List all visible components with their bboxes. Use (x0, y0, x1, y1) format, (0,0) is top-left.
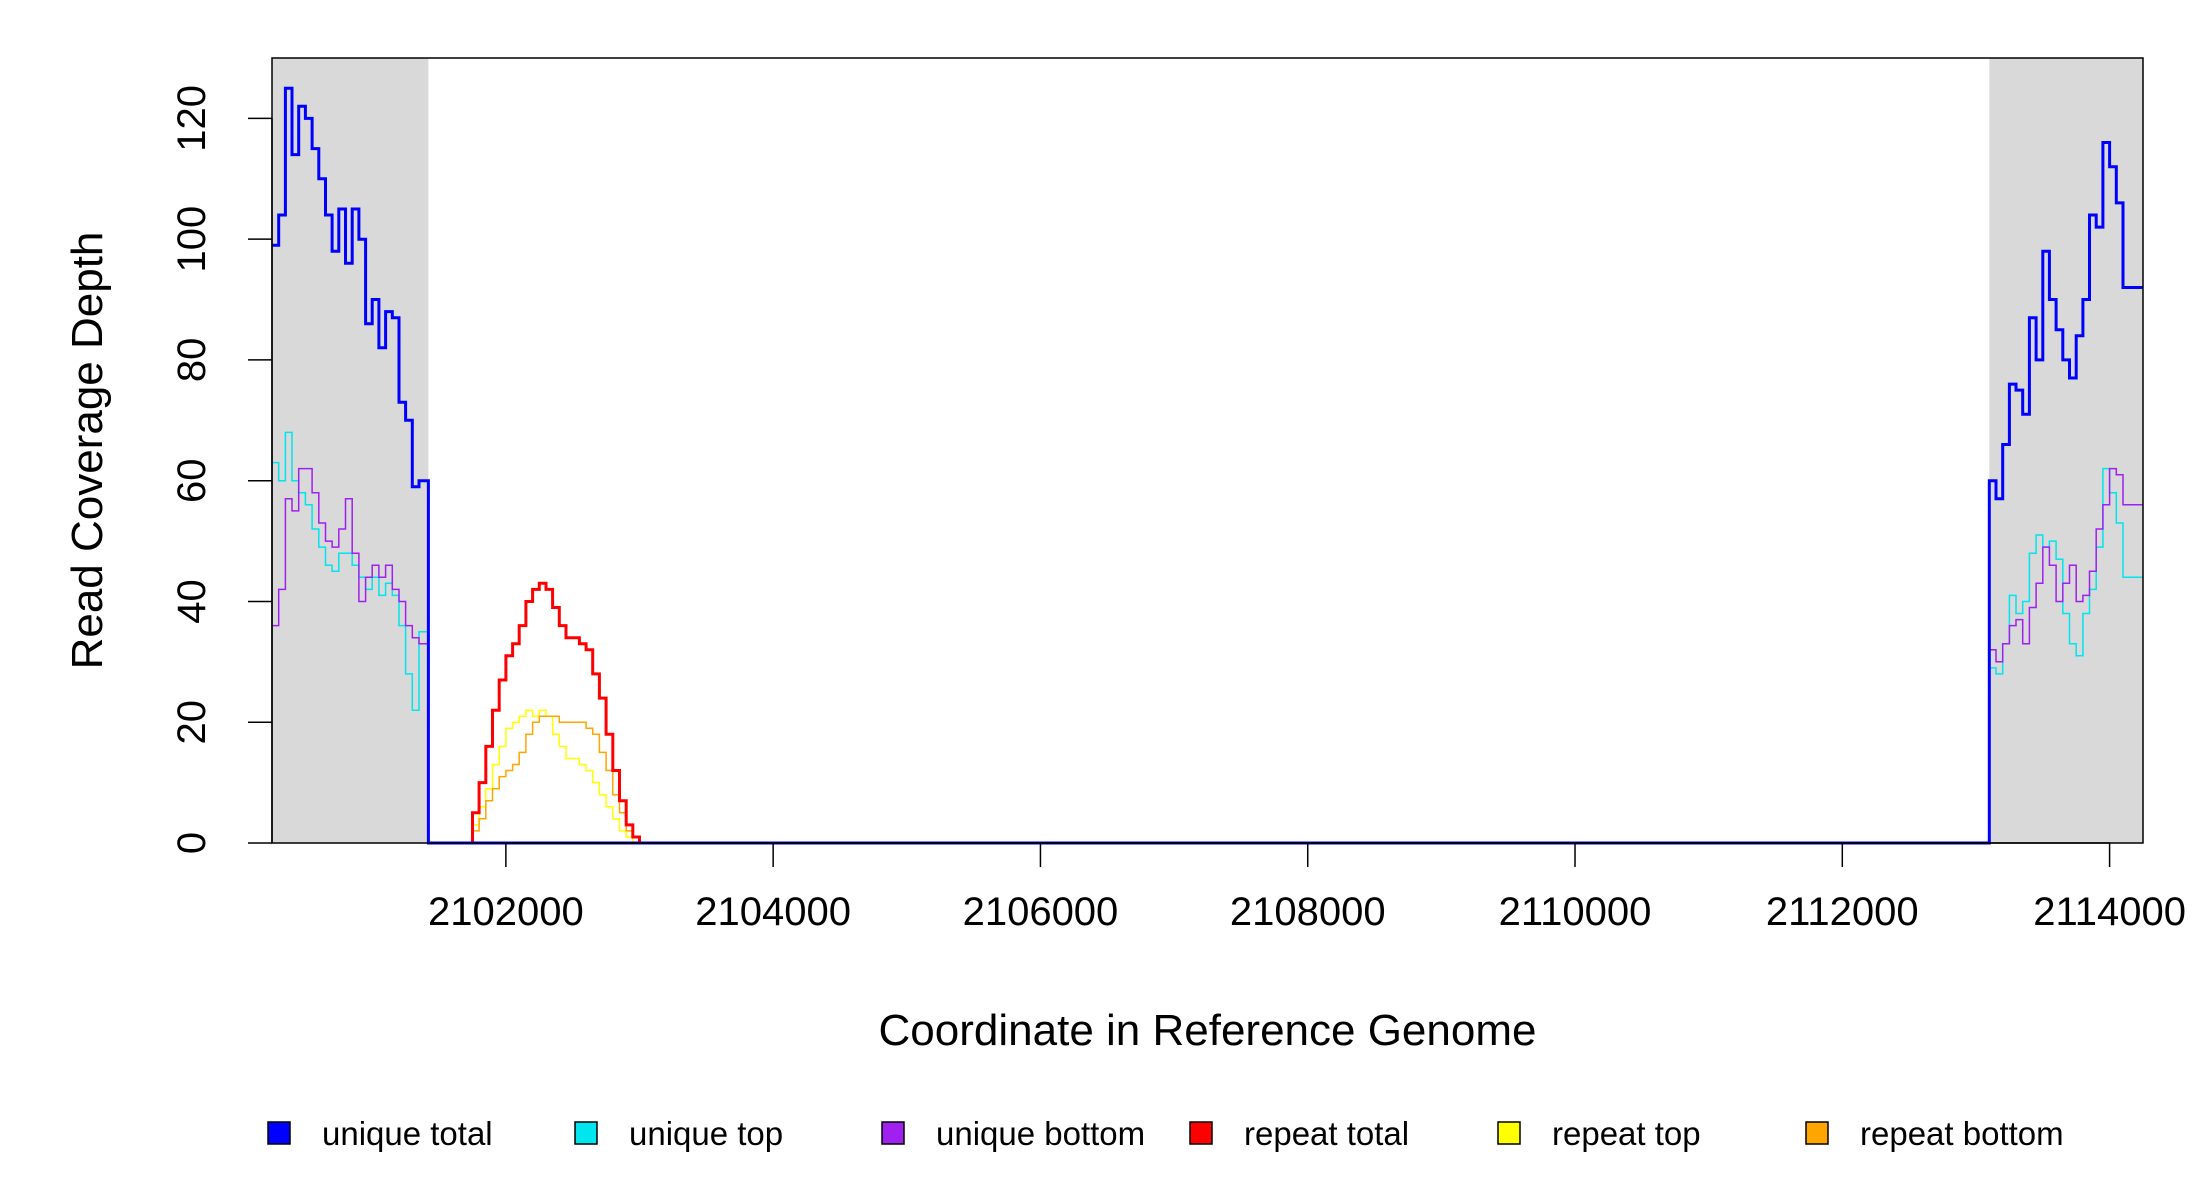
x-tick-label: 2104000 (695, 890, 851, 934)
series-line-repeat-total (428, 581, 1987, 845)
y-tick-label: 80 (170, 338, 214, 383)
series-line-unique-top (272, 431, 2143, 844)
y-tick-label: 0 (170, 832, 214, 854)
legend-swatch-unique-bottom (881, 1121, 905, 1145)
legend-swatch-repeat-bottom (1805, 1121, 1829, 1145)
series-line-repeat-bottom (428, 715, 1987, 844)
x-tick-label: 2108000 (1230, 890, 1386, 934)
y-tick-label: 60 (170, 458, 214, 503)
legend-swatch-unique-total (267, 1121, 291, 1145)
x-tick-label: 2102000 (428, 890, 584, 934)
series-line-unique-bottom (272, 467, 2143, 844)
x-tick-label: 2112000 (1766, 890, 1919, 934)
x-tick-label: 2114000 (2033, 890, 2186, 934)
shaded-region-1 (1989, 58, 2143, 843)
legend-label-unique-top: unique top (629, 1115, 783, 1152)
legend-swatch-unique-top (574, 1121, 598, 1145)
y-tick-label: 40 (170, 579, 214, 624)
series-lines (272, 86, 2143, 845)
legend: unique total unique top unique bottom repea… (267, 1115, 2064, 1152)
legend-label-unique-total: unique total (322, 1115, 493, 1152)
legend-label-repeat-total: repeat total (1244, 1115, 1409, 1152)
legend-label-repeat-top: repeat top (1552, 1115, 1701, 1152)
x-axis: 2102000 2104000 2106000 2108000 2110000 21120… (428, 842, 2186, 934)
legend-swatch-repeat-top (1497, 1121, 1521, 1145)
y-tick-label: 20 (170, 700, 214, 745)
legend-label-unique-bottom: unique bottom (936, 1115, 1145, 1152)
y-tick-label: 120 (170, 85, 214, 152)
x-tick-label: 2110000 (1499, 890, 1652, 934)
shaded-region-0 (272, 58, 429, 843)
x-tick-label: 2106000 (963, 890, 1119, 934)
x-axis-label: Coordinate in Reference Genome (879, 1006, 1537, 1055)
y-axis: 0 20 40 60 80 100 120 (170, 85, 273, 854)
legend-swatch-repeat-total (1189, 1121, 1213, 1145)
series-line-repeat-top (428, 709, 1987, 844)
y-axis-label: Read Coverage Depth (63, 232, 112, 670)
legend-label-repeat-bottom: repeat bottom (1860, 1115, 2064, 1152)
y-tick-label: 100 (170, 206, 214, 273)
